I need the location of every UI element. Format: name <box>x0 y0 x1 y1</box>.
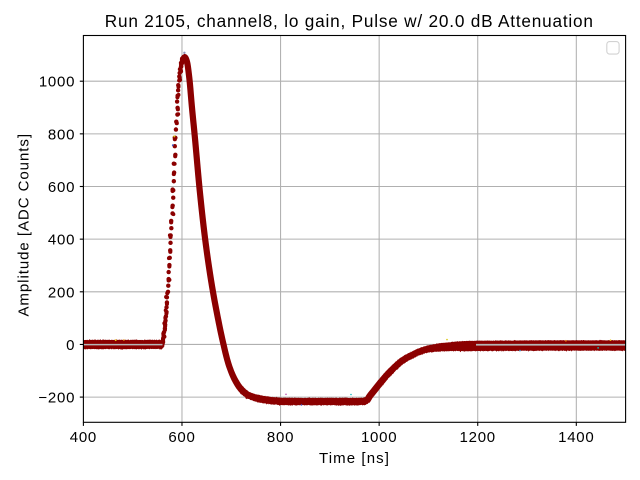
svg-text:600: 600 <box>168 429 195 446</box>
svg-text:1000: 1000 <box>39 74 75 91</box>
svg-text:−200: −200 <box>38 390 75 407</box>
svg-text:400: 400 <box>48 232 75 249</box>
svg-text:Amplitude [ADC Counts]: Amplitude [ADC Counts] <box>16 133 33 316</box>
svg-text:1400: 1400 <box>558 429 594 446</box>
svg-text:800: 800 <box>267 429 294 446</box>
svg-text:400: 400 <box>70 429 97 446</box>
svg-text:600: 600 <box>48 179 75 196</box>
svg-text:Time [ns]: Time [ns] <box>319 450 390 467</box>
svg-text:1200: 1200 <box>460 429 496 446</box>
svg-text:800: 800 <box>48 126 75 143</box>
svg-text:Run 2105, channel8, lo gain, P: Run 2105, channel8, lo gain, Pulse w/ 20… <box>105 11 594 31</box>
svg-text:0: 0 <box>66 337 75 354</box>
svg-text:200: 200 <box>48 284 75 301</box>
svg-text:1000: 1000 <box>361 429 397 446</box>
